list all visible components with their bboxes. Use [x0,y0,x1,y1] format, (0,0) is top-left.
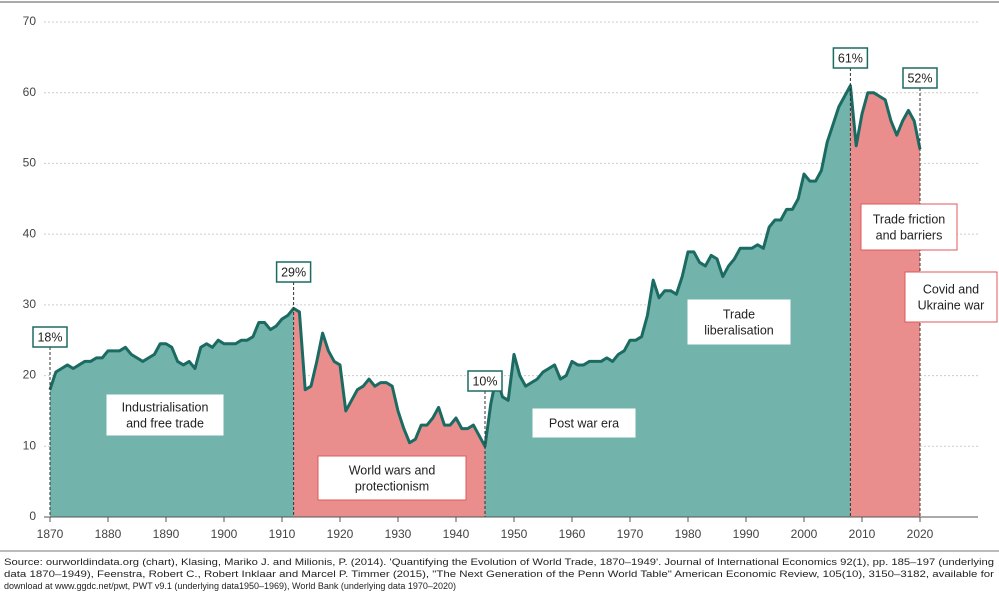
x-tick-label: 1870 [37,527,64,541]
period-label-box [317,455,467,501]
x-tick-label: 1910 [269,527,296,541]
period-label: and free trade [126,416,204,430]
x-tick-label: 1950 [501,527,528,541]
period-label-box [860,203,958,251]
annotation-label: 18% [37,330,62,344]
annotation-label: 52% [907,71,932,85]
x-tick-label: 1990 [733,527,760,541]
period-label-box [531,407,637,439]
annotation-box [832,47,869,69]
period-label: and barriers [876,228,943,242]
y-tick-label: 70 [23,14,37,28]
y-tick-label: 50 [23,156,37,170]
period-label-box [105,393,225,437]
period-label-box [686,298,792,346]
annotation-box [32,326,68,348]
x-tick-label: 1890 [153,527,180,541]
annotation-label: 29% [281,265,306,279]
x-tick-label: 2010 [849,527,876,541]
y-tick-label: 0 [29,509,36,523]
period-label: Trade [723,307,755,321]
period-label: Ukraine war [918,298,985,312]
annotation-label: 61% [838,51,863,65]
y-tick-label: 10 [23,438,37,452]
period-area [485,85,851,518]
period-label: Covid and [923,282,979,296]
y-tick-label: 30 [23,297,37,311]
x-tick-label: 2000 [791,527,818,541]
x-tick-label: 1880 [95,527,122,541]
x-tick-label: 2020 [907,527,934,541]
x-tick-label: 1960 [559,527,586,541]
period-label: Trade friction [873,212,946,226]
period-label: protectionism [355,479,429,493]
x-tick-label: 1900 [211,527,238,541]
annotation-box [467,370,503,392]
y-tick-label: 40 [23,226,37,240]
source-line: data 1870–1949), Feenstra, Robert C., Ro… [4,569,994,579]
period-label: World wars and [349,463,436,477]
x-tick-label: 1920 [327,527,354,541]
y-tick-label: 20 [23,368,37,382]
x-tick-label: 1940 [443,527,470,541]
x-tick-label: 1930 [385,527,412,541]
period-label: liberalisation [704,323,774,337]
y-tick-label: 60 [23,85,37,99]
period-label-box [904,271,998,323]
x-tick-label: 1970 [617,527,644,541]
period-label: Post war era [549,416,619,430]
source-line: Source: ourworldindata.org (chart), Klas… [4,557,994,567]
source-line: download at www.ggdc.net/pwt, PWT v9.1 (… [4,581,456,591]
period-area [850,85,920,518]
annotation-box [275,261,312,283]
x-tick-label: 1980 [675,527,702,541]
annotation-label: 10% [472,374,497,388]
period-label: Industrialisation [122,400,209,414]
annotation-box [902,67,938,89]
